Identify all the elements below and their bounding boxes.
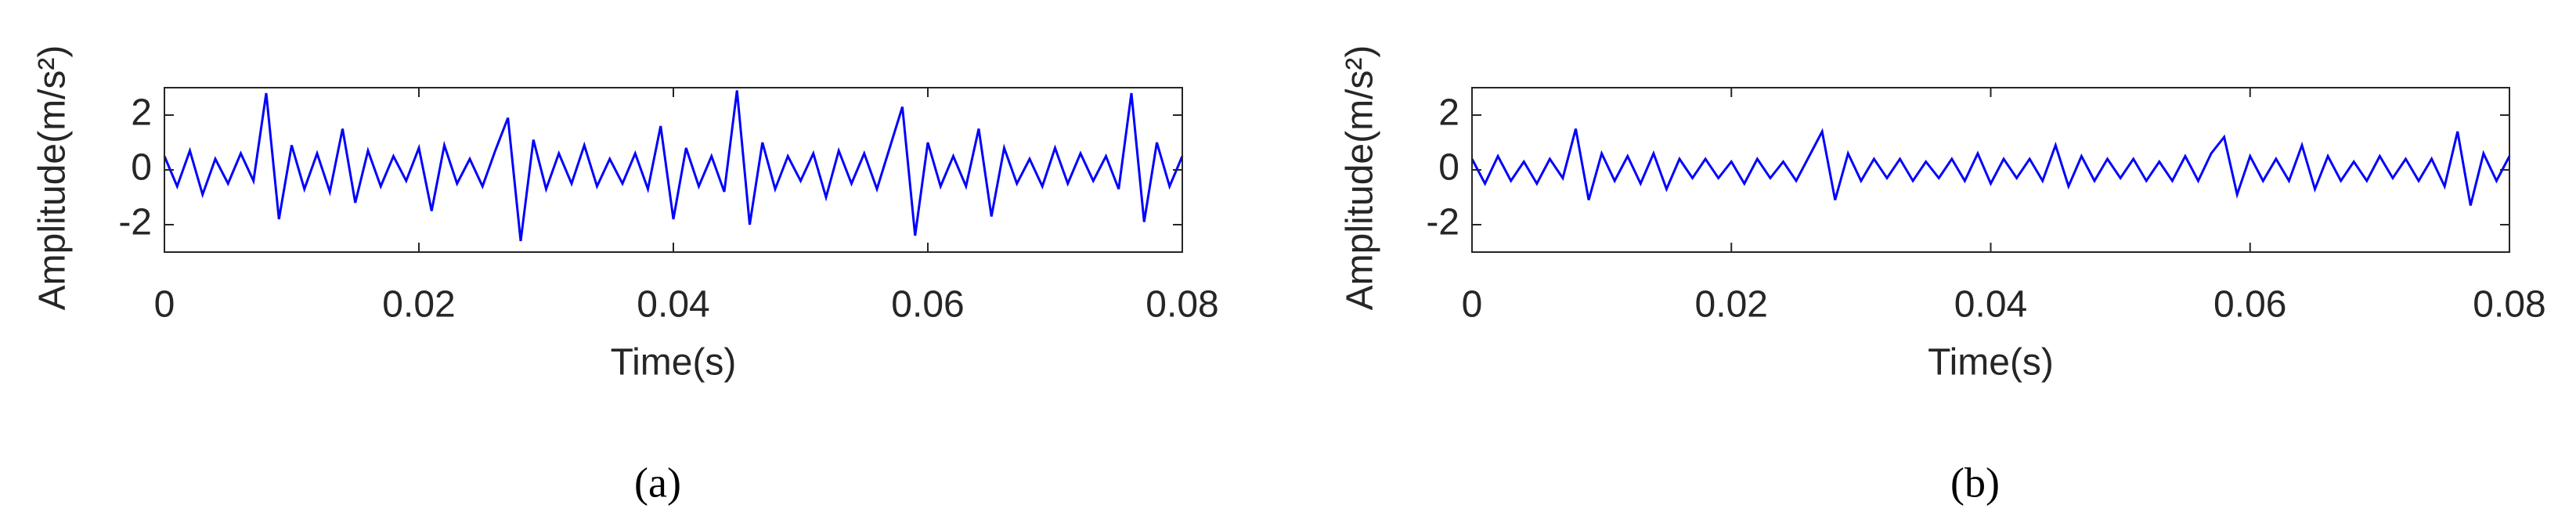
caption: (a) [634, 459, 681, 506]
x-tick-label: 0.02 [1695, 284, 1768, 326]
y-tick-label: 2 [1438, 92, 1459, 134]
x-tick-label: 0 [154, 284, 175, 326]
plot-area [164, 88, 1182, 252]
x-axis-label: Time(s) [611, 342, 737, 384]
x-tick-label: 0.08 [1145, 284, 1218, 326]
y-tick-label: 0 [1438, 147, 1459, 189]
caption: (b) [1950, 459, 2000, 506]
x-tick-label: 0 [1462, 284, 1483, 326]
x-axis-label: Time(s) [1928, 342, 2054, 384]
y-tick-label: -2 [118, 202, 152, 243]
x-tick-label: 0.06 [2213, 284, 2286, 326]
y-tick-label: 2 [131, 92, 152, 134]
y-axis-label: Amplitude(m/s²) [32, 45, 74, 311]
plot-area [1472, 88, 2509, 252]
x-tick-label: 0.08 [2473, 284, 2545, 326]
signal-line [1470, 128, 2511, 206]
x-tick-label: 0.06 [891, 284, 964, 326]
y-axis-label: Amplitude(m/s²) [1340, 45, 1381, 311]
y-tick-label: 0 [131, 147, 152, 189]
x-tick-label: 0.04 [1954, 284, 2027, 326]
y-tick-label: -2 [1426, 202, 1459, 243]
signal-line [163, 90, 1184, 242]
x-tick-label: 0.04 [637, 284, 709, 326]
x-tick-label: 0.02 [382, 284, 455, 326]
